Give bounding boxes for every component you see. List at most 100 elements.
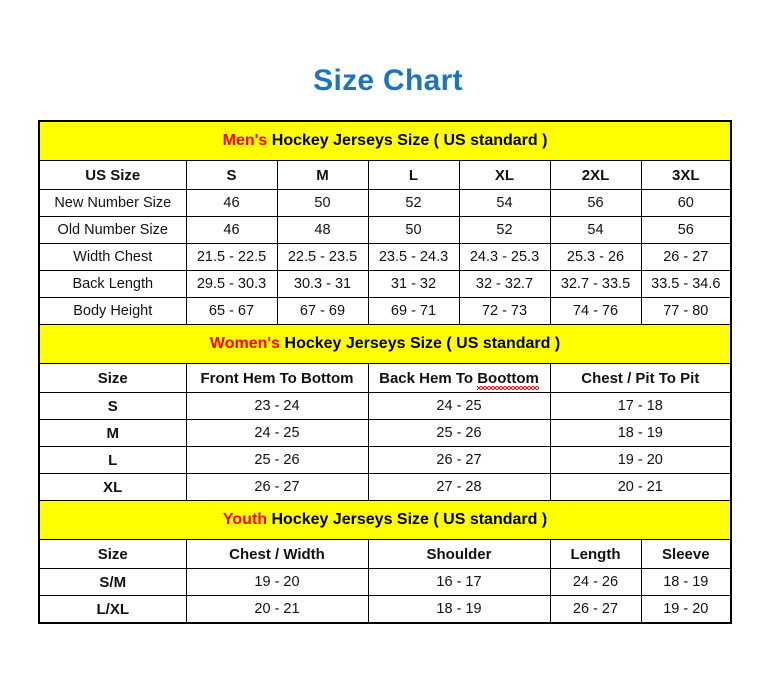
youth-row-0-value-0: 19 - 20 bbox=[185, 568, 369, 596]
mens-row-1-value-4: 54 bbox=[549, 216, 642, 244]
mens-row-3-value-4: 32.7 - 33.5 bbox=[549, 270, 642, 298]
mens-row-3-value-2: 31 - 32 bbox=[367, 270, 460, 298]
womens-row-1-label: M bbox=[38, 419, 187, 447]
womens-col-1: Front Hem To Bottom bbox=[185, 363, 369, 393]
mens-row-2-value-4: 25.3 - 26 bbox=[549, 243, 642, 271]
womens-banner-cell: Women's Hockey Jerseys Size ( US standar… bbox=[37, 324, 733, 364]
mens-row-4-value-2: 69 - 71 bbox=[367, 297, 460, 325]
womens-row-0-value-1: 24 - 25 bbox=[367, 392, 551, 420]
page-title: Size Chart bbox=[313, 64, 463, 97]
table-row: Width Chest 21.5 - 22.5 22.5 - 23.5 23.5… bbox=[38, 243, 732, 271]
mens-row-4-value-0: 65 - 67 bbox=[185, 297, 278, 325]
mens-col-2: M bbox=[276, 160, 369, 190]
mens-row-1-value-3: 52 bbox=[458, 216, 551, 244]
mens-row-0-value-0: 46 bbox=[185, 189, 278, 217]
mens-row-1-value-0: 46 bbox=[185, 216, 278, 244]
womens-row-3-value-1: 27 - 28 bbox=[367, 473, 551, 501]
mens-row-3-value-3: 32 - 32.7 bbox=[458, 270, 551, 298]
youth-row-0-value-1: 16 - 17 bbox=[367, 568, 551, 596]
mens-row-4-value-5: 77 - 80 bbox=[640, 297, 732, 325]
youth-col-1: Chest / Width bbox=[185, 539, 369, 569]
table-row: M 24 - 25 25 - 26 18 - 19 bbox=[38, 419, 732, 447]
womens-row-2-value-0: 25 - 26 bbox=[185, 446, 369, 474]
youth-row-1-label: L/XL bbox=[38, 595, 187, 624]
mens-row-2-value-0: 21.5 - 22.5 bbox=[185, 243, 278, 271]
womens-col-3: Chest / Pit To Pit bbox=[549, 363, 732, 393]
womens-row-0-value-0: 23 - 24 bbox=[185, 392, 369, 420]
table-row: XL 26 - 27 27 - 28 20 - 21 bbox=[38, 473, 732, 501]
womens-section-banner: Women's Hockey Jerseys Size ( US standar… bbox=[37, 324, 733, 364]
mens-row-3-value-1: 30.3 - 31 bbox=[276, 270, 369, 298]
size-chart-body: Men's Hockey Jerseys Size ( US standard … bbox=[37, 120, 733, 624]
size-chart-table: Men's Hockey Jerseys Size ( US standard … bbox=[37, 120, 733, 624]
size-chart-container: Men's Hockey Jerseys Size ( US standard … bbox=[37, 120, 733, 624]
youth-col-3: Length bbox=[549, 539, 642, 569]
youth-section-banner: Youth Hockey Jerseys Size ( US standard … bbox=[37, 500, 733, 540]
womens-row-2-value-2: 19 - 20 bbox=[549, 446, 732, 474]
mens-row-3-value-0: 29.5 - 30.3 bbox=[185, 270, 278, 298]
mens-row-1-value-2: 50 bbox=[367, 216, 460, 244]
mens-row-0-value-2: 52 bbox=[367, 189, 460, 217]
mens-row-4-label: Body Height bbox=[38, 297, 187, 325]
mens-row-2-value-1: 22.5 - 23.5 bbox=[276, 243, 369, 271]
mens-row-3-label: Back Length bbox=[38, 270, 187, 298]
mens-row-1-value-1: 48 bbox=[276, 216, 369, 244]
mens-col-1: S bbox=[185, 160, 278, 190]
mens-row-3-value-5: 33.5 - 34.6 bbox=[640, 270, 732, 298]
youth-col-2: Shoulder bbox=[367, 539, 551, 569]
youth-banner-accent: Youth bbox=[222, 511, 268, 528]
mens-col-5: 2XL bbox=[549, 160, 642, 190]
mens-row-0-value-1: 50 bbox=[276, 189, 369, 217]
table-row: L 25 - 26 26 - 27 19 - 20 bbox=[38, 446, 732, 474]
youth-row-1-value-2: 26 - 27 bbox=[549, 595, 642, 624]
mens-banner-cell: Men's Hockey Jerseys Size ( US standard … bbox=[37, 120, 733, 161]
mens-col-4: XL bbox=[458, 160, 551, 190]
mens-banner-accent: Men's bbox=[222, 132, 268, 149]
womens-banner-rest: Hockey Jerseys Size ( US standard ) bbox=[280, 335, 561, 352]
mens-row-2-label: Width Chest bbox=[38, 243, 187, 271]
youth-row-1-value-3: 19 - 20 bbox=[640, 595, 732, 624]
youth-column-header-row: Size Chest / Width Shoulder Length Sleev… bbox=[38, 539, 732, 569]
mens-row-2-value-3: 24.3 - 25.3 bbox=[458, 243, 551, 271]
youth-row-0-value-3: 18 - 19 bbox=[640, 568, 732, 596]
womens-row-1-value-2: 18 - 19 bbox=[549, 419, 732, 447]
mens-col-6: 3XL bbox=[640, 160, 732, 190]
womens-banner-accent: Women's bbox=[209, 335, 281, 352]
table-row: Back Length 29.5 - 30.3 30.3 - 31 31 - 3… bbox=[38, 270, 732, 298]
table-row: New Number Size 46 50 52 54 56 60 bbox=[38, 189, 732, 217]
mens-banner-rest: Hockey Jerseys Size ( US standard ) bbox=[267, 132, 548, 149]
youth-row-1-value-1: 18 - 19 bbox=[367, 595, 551, 624]
mens-row-0-label: New Number Size bbox=[38, 189, 187, 217]
mens-row-0-value-5: 60 bbox=[640, 189, 732, 217]
mens-row-4-value-4: 74 - 76 bbox=[549, 297, 642, 325]
youth-row-0-label: S/M bbox=[38, 568, 187, 596]
youth-row-1-value-0: 20 - 21 bbox=[185, 595, 369, 624]
youth-col-0: Size bbox=[38, 539, 187, 569]
youth-row-0-value-2: 24 - 26 bbox=[549, 568, 642, 596]
mens-row-4-value-3: 72 - 73 bbox=[458, 297, 551, 325]
womens-col-2: Back Hem To Boottom bbox=[367, 363, 551, 393]
table-row: L/XL 20 - 21 18 - 19 26 - 27 19 - 20 bbox=[38, 595, 732, 624]
womens-row-1-value-0: 24 - 25 bbox=[185, 419, 369, 447]
youth-col-4: Sleeve bbox=[640, 539, 732, 569]
womens-row-2-label: L bbox=[38, 446, 187, 474]
mens-section-banner: Men's Hockey Jerseys Size ( US standard … bbox=[37, 120, 733, 161]
table-row: Old Number Size 46 48 50 52 54 56 bbox=[38, 216, 732, 244]
womens-row-0-label: S bbox=[38, 392, 187, 420]
womens-col-0: Size bbox=[38, 363, 187, 393]
mens-col-3: L bbox=[367, 160, 460, 190]
mens-row-0-value-4: 56 bbox=[549, 189, 642, 217]
womens-row-3-label: XL bbox=[38, 473, 187, 501]
womens-row-3-value-2: 20 - 21 bbox=[549, 473, 732, 501]
womens-column-header-row: Size Front Hem To Bottom Back Hem To Boo… bbox=[38, 363, 732, 393]
womens-row-3-value-0: 26 - 27 bbox=[185, 473, 369, 501]
womens-row-0-value-2: 17 - 18 bbox=[549, 392, 732, 420]
mens-row-1-value-5: 56 bbox=[640, 216, 732, 244]
mens-row-2-value-5: 26 - 27 bbox=[640, 243, 732, 271]
table-row: S 23 - 24 24 - 25 17 - 18 bbox=[38, 392, 732, 420]
mens-row-1-label: Old Number Size bbox=[38, 216, 187, 244]
youth-banner-rest: Hockey Jerseys Size ( US standard ) bbox=[267, 511, 548, 528]
youth-banner-cell: Youth Hockey Jerseys Size ( US standard … bbox=[37, 500, 733, 540]
mens-row-4-value-1: 67 - 69 bbox=[276, 297, 369, 325]
womens-col-2-misspelled-word: Boottom bbox=[477, 369, 539, 390]
